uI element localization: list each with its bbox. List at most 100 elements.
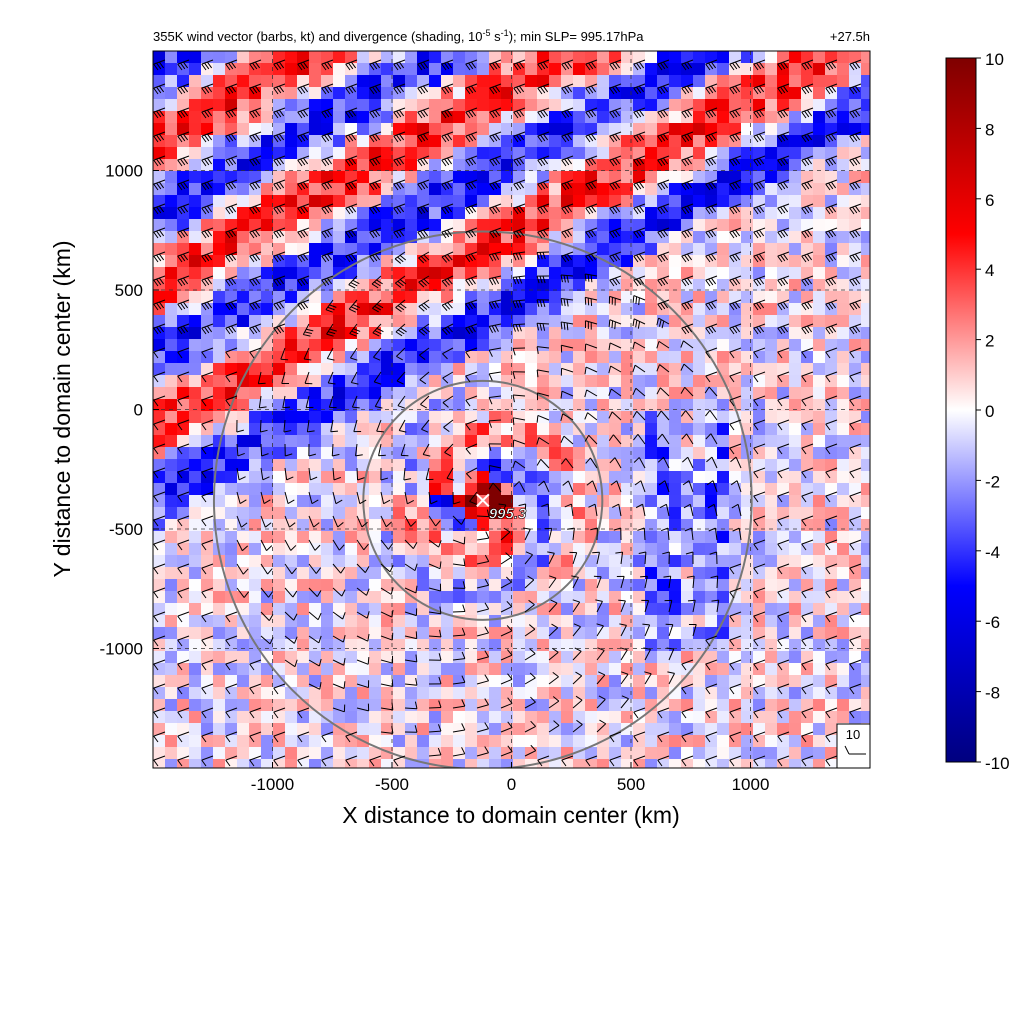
- wind-barb: [536, 414, 550, 423]
- wind-barb: [801, 731, 814, 743]
- wind-barb: [225, 347, 238, 359]
- wind-barb: [635, 503, 646, 517]
- colorbar-tick-label: 10: [985, 50, 1004, 69]
- wind-barb: [560, 435, 574, 445]
- wind-barb: [801, 515, 814, 527]
- wind-barb: [249, 251, 262, 263]
- wind-barb: [321, 755, 334, 767]
- wind-barb: [777, 83, 790, 95]
- wind-barb: [657, 227, 670, 239]
- wind-barb: [849, 59, 862, 71]
- y-axis: -1000 -500 0 500 1000: [100, 162, 159, 659]
- wind-barb: [825, 707, 838, 719]
- wind-barb: [428, 676, 442, 685]
- wind-barb: [548, 720, 560, 733]
- wind-barb: [512, 394, 526, 403]
- wind-barb: [332, 634, 346, 643]
- wind-barb: [704, 386, 718, 397]
- wind-barb: [350, 347, 358, 361]
- wind-barb: [705, 635, 718, 647]
- wind-barb: [801, 347, 814, 359]
- wind-barb: [537, 155, 550, 167]
- wind-barb: [825, 203, 838, 215]
- wind-barb: [489, 83, 502, 95]
- wind-barb: [332, 539, 345, 551]
- wind-barb: [729, 731, 742, 743]
- wind-barb: [524, 648, 536, 661]
- wind-barb: [560, 390, 574, 399]
- wind-barb: [225, 707, 238, 719]
- wind-barb: [465, 323, 478, 335]
- wind-barb: [705, 707, 718, 719]
- wind-barb: [249, 107, 262, 119]
- wind-barb: [327, 371, 336, 385]
- wind-barb: [777, 659, 790, 671]
- wind-barb: [257, 371, 266, 385]
- wind-barb: [469, 491, 478, 505]
- wind-barb: [404, 631, 418, 640]
- wind-barb: [380, 539, 394, 550]
- wind-barb: [153, 755, 166, 767]
- wind-barb: [351, 395, 360, 409]
- wind-barb: [562, 480, 574, 493]
- wind-barb: [657, 707, 670, 719]
- wind-barb: [512, 371, 526, 379]
- wind-barb: [584, 320, 598, 330]
- wind-barb: [681, 179, 694, 191]
- wind-barb: [801, 563, 814, 575]
- wind-barb: [633, 59, 646, 71]
- wind-barb: [681, 155, 694, 167]
- wind-barb: [249, 275, 262, 287]
- wind-barb: [613, 527, 622, 541]
- wind-barb: [825, 659, 838, 671]
- wind-barb: [417, 131, 430, 143]
- wind-barb: [777, 611, 790, 623]
- wind-barb: [849, 203, 862, 215]
- wind-barb: [441, 179, 454, 191]
- wind-barb: [620, 695, 629, 709]
- wind-barb: [297, 107, 310, 119]
- wind-barb: [249, 683, 262, 695]
- wind-barb: [201, 467, 214, 479]
- wind-barb: [709, 551, 718, 565]
- wind-barb: [777, 395, 790, 407]
- wind-barb: [688, 623, 697, 637]
- wind-barb: [404, 491, 415, 505]
- wind-barb: [153, 731, 166, 743]
- wind-barb: [825, 371, 838, 383]
- wind-barb: [500, 649, 513, 661]
- wind-barb: [633, 251, 646, 263]
- wind-barb: [201, 443, 214, 455]
- wind-barb: [380, 726, 394, 734]
- wind-barb: [372, 323, 384, 337]
- wind-barb: [201, 683, 214, 695]
- wind-barb: [393, 203, 406, 215]
- wind-barb: [422, 443, 431, 457]
- colorbar-tick-label: -8: [985, 684, 1000, 703]
- wind-barb: [476, 746, 489, 757]
- wind-barb: [849, 251, 862, 263]
- wind-barb: [825, 251, 838, 263]
- wind-barb: [489, 107, 502, 119]
- wind-barb: [801, 299, 814, 311]
- wind-barb: [825, 59, 838, 71]
- wind-barb: [249, 755, 262, 767]
- wind-barb: [476, 509, 490, 518]
- wind-barb: [524, 599, 535, 613]
- wind-barb: [547, 551, 555, 565]
- wind-barb: [753, 59, 766, 71]
- wind-barb: [236, 539, 249, 552]
- wind-barb: [801, 611, 814, 623]
- wind-barb: [633, 434, 646, 445]
- wind-barb: [308, 563, 322, 574]
- wind-barb: [560, 367, 574, 376]
- wind-barb: [153, 683, 166, 695]
- wind-barb: [321, 155, 334, 167]
- wind-barb: [849, 83, 862, 95]
- wind-barb: [620, 671, 629, 685]
- wind-barb: [609, 227, 622, 239]
- wind-barb: [849, 179, 862, 191]
- wind-barb: [394, 251, 406, 264]
- wind-barb: [177, 755, 190, 767]
- colorbar-tick-label: -10: [985, 754, 1010, 773]
